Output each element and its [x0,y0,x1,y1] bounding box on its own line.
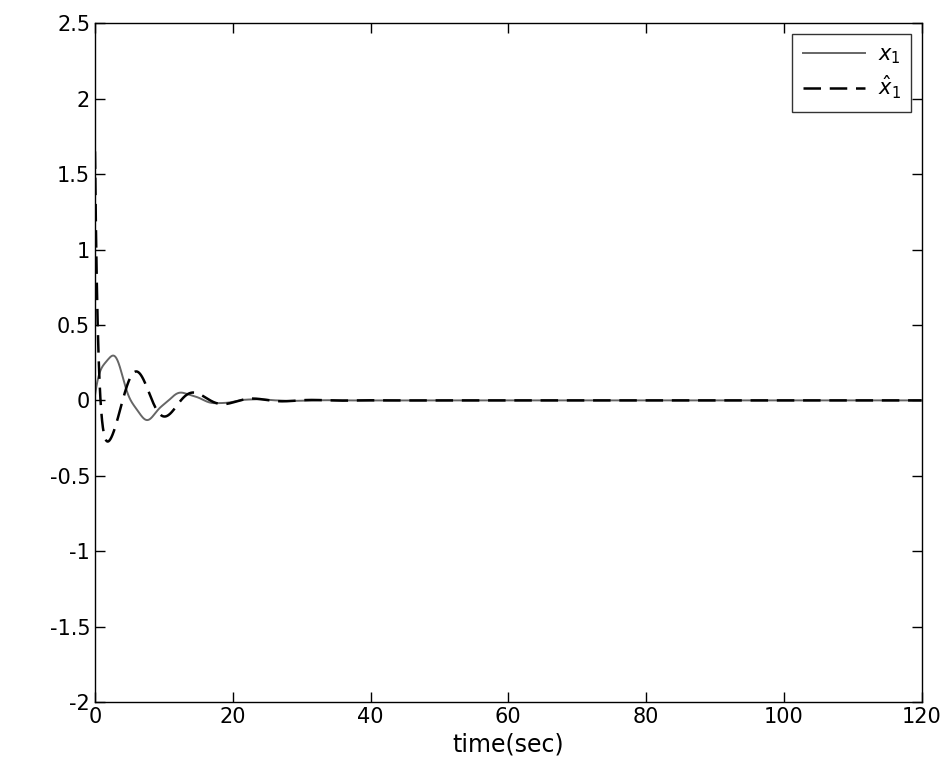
$\hat{x}_1$ [89,147,101,156]
X-axis label: time(sec): time(sec) [452,732,564,757]
$x_1$ [916,395,927,405]
$x_1$ [142,416,153,425]
$\hat{x}_1$ [133,367,144,377]
$x_1$ [133,407,144,417]
$\hat{x}_1$ [303,395,314,405]
$x_1$ [212,399,223,408]
$x_1$ [592,395,603,405]
$\hat{x}_1$ [212,399,223,408]
Line: $x_1$: $x_1$ [95,356,922,420]
$\hat{x}_1$ [916,395,927,405]
$x_1$ [89,391,101,400]
$x_1$ [513,395,524,405]
$x_1$ [524,395,536,405]
Line: $\hat{x}_1$: $\hat{x}_1$ [95,151,922,441]
$\hat{x}_1$ [592,395,603,405]
$x_1$ [303,395,314,405]
$\hat{x}_1$ [102,437,113,446]
$\hat{x}_1$ [524,395,536,405]
$\hat{x}_1$ [512,395,523,405]
Legend: $x_1$, $\hat{x}_1$: $x_1$, $\hat{x}_1$ [792,34,911,112]
$x_1$ [107,351,119,360]
